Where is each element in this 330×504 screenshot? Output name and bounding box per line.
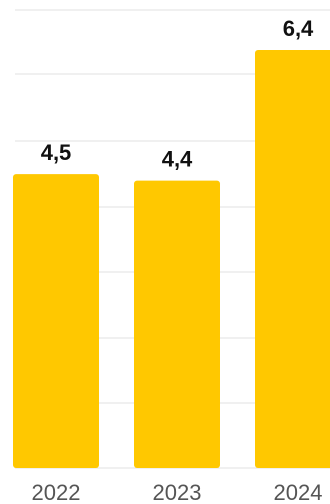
x-axis-tick-labels: 2022 2023 2024 xyxy=(32,480,323,504)
bar-value-label-2022: 4,5 xyxy=(41,140,72,165)
bars xyxy=(13,50,330,468)
bar-value-labels: 4,5 4,4 6,4 xyxy=(41,16,314,172)
bar-value-label-2023: 4,4 xyxy=(162,147,193,172)
bar-2024 xyxy=(255,50,330,468)
x-tick-label-2022: 2022 xyxy=(32,480,81,504)
bar-value-label-2024: 6,4 xyxy=(283,16,314,41)
x-tick-label-2024: 2024 xyxy=(274,480,323,504)
x-tick-label-2023: 2023 xyxy=(153,480,202,504)
bar-2023 xyxy=(134,180,220,468)
bar-2022 xyxy=(13,174,99,468)
